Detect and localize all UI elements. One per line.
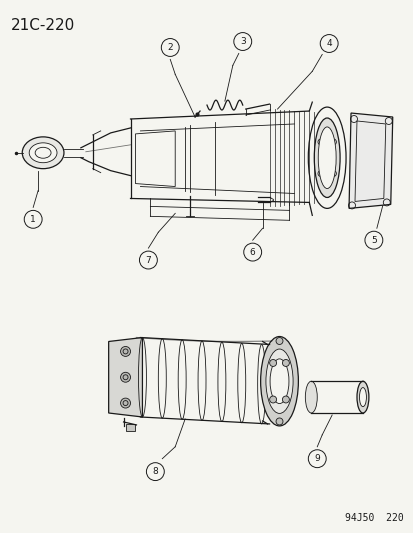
Text: 6: 6 [249,248,255,256]
Text: 4: 4 [325,39,331,48]
Circle shape [233,33,251,51]
Circle shape [161,38,179,56]
Circle shape [243,243,261,261]
Circle shape [308,450,325,467]
Circle shape [120,398,130,408]
Ellipse shape [356,381,368,413]
FancyBboxPatch shape [125,424,135,431]
Circle shape [120,346,130,357]
Ellipse shape [305,381,316,413]
Ellipse shape [313,118,339,197]
Text: 1: 1 [30,215,36,224]
Ellipse shape [269,359,288,403]
Circle shape [269,396,276,403]
Circle shape [275,418,282,425]
Circle shape [120,372,130,382]
Circle shape [282,359,289,367]
Text: 3: 3 [239,37,245,46]
Circle shape [320,35,337,52]
Text: 2: 2 [167,43,173,52]
Circle shape [269,359,276,367]
Ellipse shape [358,387,366,407]
Circle shape [146,463,164,481]
Ellipse shape [318,127,335,189]
Text: 21C-220: 21C-220 [11,18,76,33]
Text: 94J50  220: 94J50 220 [344,513,403,523]
Polygon shape [348,113,392,208]
Circle shape [275,337,282,344]
Circle shape [282,396,289,403]
Text: 9: 9 [313,454,319,463]
Ellipse shape [22,137,64,168]
Polygon shape [108,337,142,417]
Text: 8: 8 [152,467,158,476]
Text: 5: 5 [370,236,376,245]
Circle shape [139,251,157,269]
Ellipse shape [260,336,298,426]
Ellipse shape [29,143,57,163]
Circle shape [24,211,42,228]
Ellipse shape [265,349,292,414]
Circle shape [364,231,382,249]
Text: 7: 7 [145,255,151,264]
